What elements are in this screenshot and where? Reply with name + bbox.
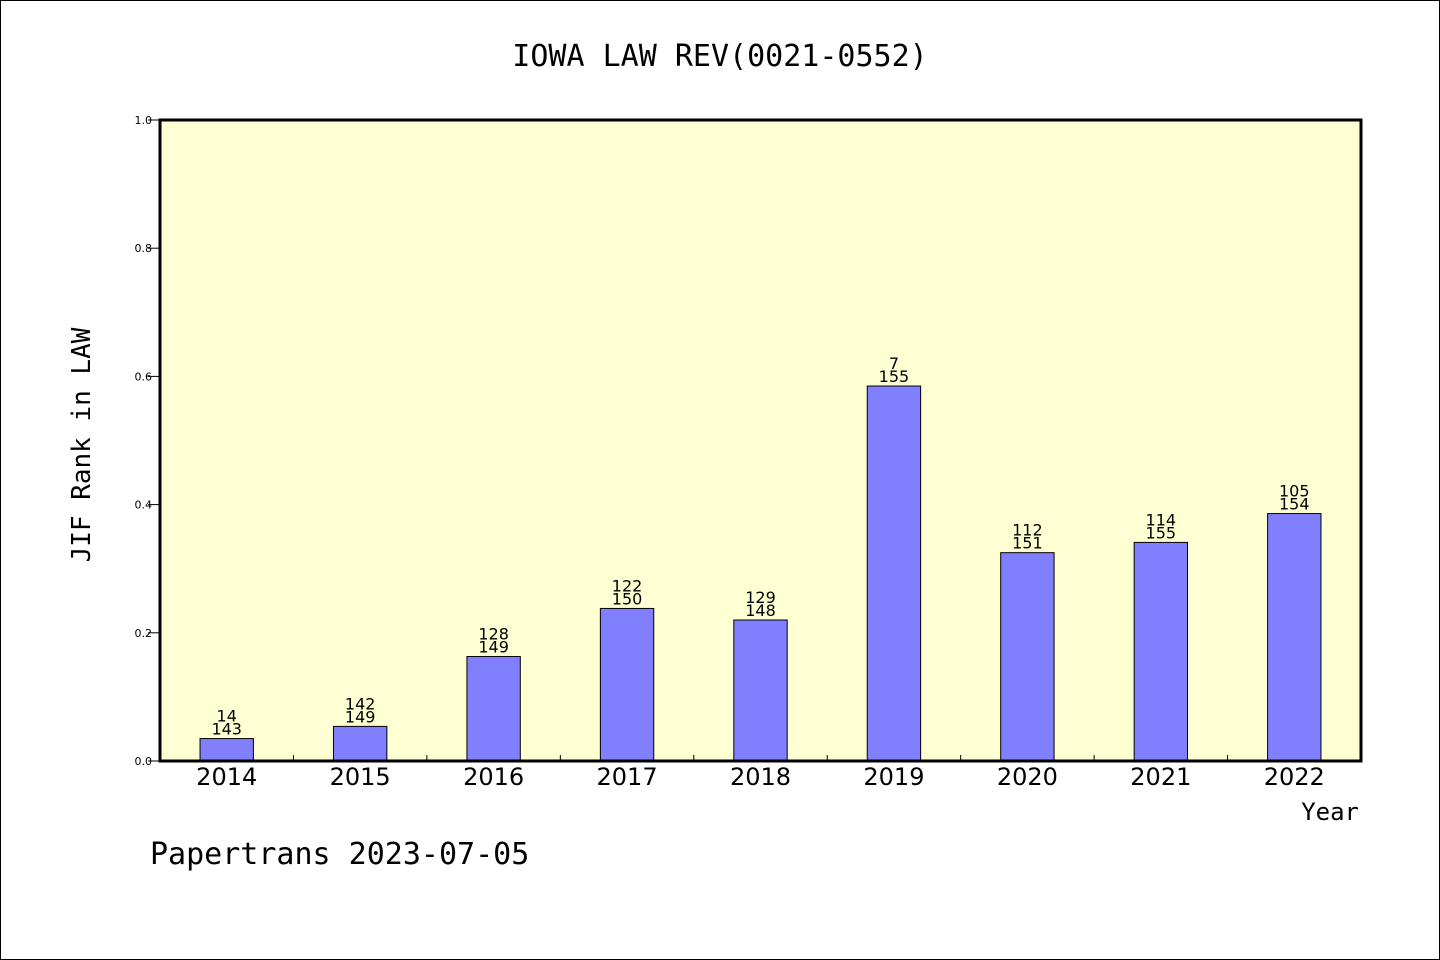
y-axis-title: JIF Rank in LAW — [67, 327, 97, 562]
y-tick-label: 0.4 — [135, 499, 153, 512]
x-axis-title: Year — [1301, 798, 1359, 826]
rank-label-2021: 114 — [1146, 510, 1177, 529]
total-label-2017: 150 — [612, 589, 643, 608]
footer-credit: Papertrans 2023-07-05 — [150, 837, 529, 872]
y-tick-label: 0.8 — [135, 242, 153, 255]
bar-2022 — [1267, 513, 1322, 762]
total-label-2019: 155 — [879, 367, 910, 386]
rank-label-2020: 112 — [1012, 521, 1043, 540]
plot-border — [158, 118, 1363, 763]
bar-2021 — [1133, 541, 1189, 762]
y-tick-label: 1.0 — [135, 114, 153, 127]
total-label-2018: 148 — [745, 601, 776, 620]
rank-label-2017: 122 — [612, 576, 643, 595]
x-tick-label-2018: 2018 — [730, 763, 791, 791]
x-tick-label-2019: 2019 — [863, 763, 924, 791]
bar-2020 — [1000, 552, 1055, 762]
chart-title: IOWA LAW REV(0021-0552) — [512, 39, 927, 74]
x-tick-label-2016: 2016 — [463, 763, 524, 791]
x-tick-label-2017: 2017 — [597, 763, 658, 791]
rank-label-2016: 128 — [478, 625, 509, 644]
total-label-2020: 151 — [1012, 534, 1043, 553]
bars-group — [199, 385, 1322, 762]
x-tick-label-2021: 2021 — [1130, 763, 1191, 791]
x-tick-label-2020: 2020 — [997, 763, 1058, 791]
total-label-2021: 155 — [1146, 523, 1177, 542]
total-label-2022: 154 — [1279, 495, 1310, 514]
rank-label-2022: 105 — [1279, 482, 1310, 501]
y-tick-label: 0.6 — [135, 370, 153, 383]
rank-label-2019: 7 — [889, 354, 899, 373]
x-tick-label-2015: 2015 — [330, 763, 391, 791]
x-tick-label-2022: 2022 — [1264, 763, 1325, 791]
rank-label-2015: 142 — [345, 694, 376, 713]
bar-2017 — [599, 607, 655, 762]
total-label-2016: 149 — [478, 638, 509, 657]
y-tick-label: 0.2 — [135, 627, 153, 640]
y-tick-label: 0.0 — [135, 755, 153, 768]
rank-label-2014: 14 — [217, 707, 237, 726]
bar-2014 — [199, 738, 254, 762]
bar-2015 — [332, 725, 388, 762]
x-tick-label-2014: 2014 — [196, 763, 257, 791]
bar-2018 — [733, 619, 788, 762]
total-label-2014: 143 — [211, 720, 242, 739]
rank-label-2018: 129 — [745, 588, 776, 607]
bar-2019 — [866, 385, 922, 762]
x-axis-ticks: 2014 2015 2016 2017 2018 2019 2020 2021 2022 — [196, 755, 1325, 791]
bar-2016 — [466, 656, 521, 762]
total-label-2015: 149 — [345, 707, 376, 726]
y-axis-ticks: 0.0 0.2 0.4 0.6 0.8 1.0 — [135, 114, 160, 768]
